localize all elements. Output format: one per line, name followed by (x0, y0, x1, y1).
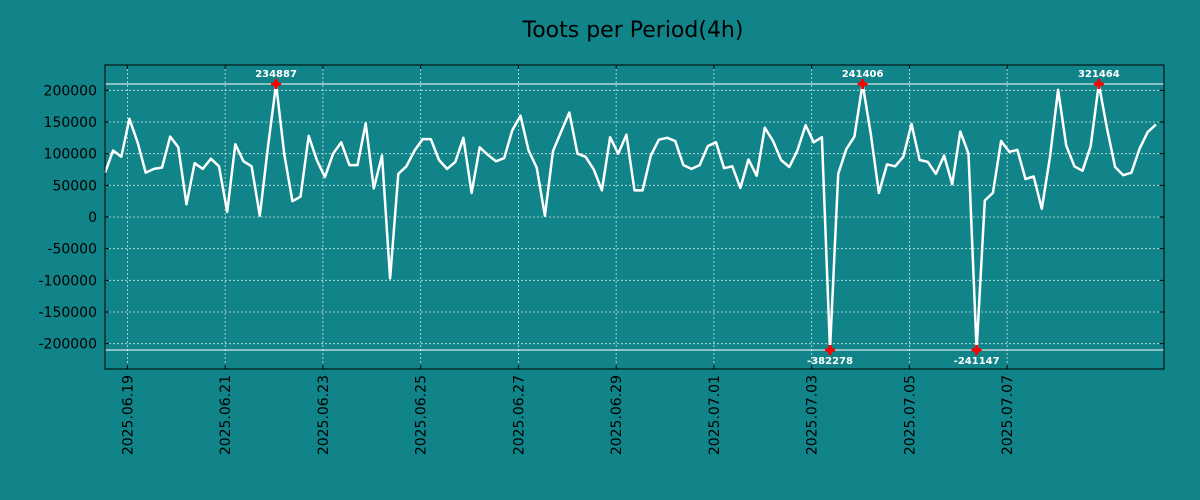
grid-layer (105, 65, 1164, 369)
annotation-label: 234887 (255, 69, 297, 80)
x-tick-label: 2025.07.07 (1000, 375, 1016, 455)
x-tick-label: 2025.06.25 (414, 375, 430, 455)
x-tick-label: 2025.06.19 (120, 375, 136, 455)
x-tick-label: 2025.07.03 (805, 375, 821, 455)
y-axis-ticks: 200000 150000 100000 50000 0 -50000 -100000 -15… (39, 83, 1164, 353)
x-tick-label: 2025.06.21 (218, 375, 234, 455)
annotation-label: 321464 (1078, 69, 1120, 80)
annotation-label: -382278 (807, 356, 853, 367)
y-tick-label: 100000 (44, 147, 97, 163)
annotation-markers: 234887 241406 321464 -382278 -241147 (255, 69, 1120, 367)
series-line-toots (103, 82, 1157, 352)
y-tick-label: -100000 (39, 273, 98, 289)
annotation-marker-dot (973, 347, 980, 353)
y-tick-label: 50000 (52, 178, 97, 194)
x-tick-label: 2025.07.05 (902, 375, 918, 455)
clip-limit-lines (105, 83, 1164, 351)
x-tick-label: 2025.06.27 (511, 375, 527, 455)
annotation-marker-dot (273, 81, 280, 87)
y-tick-label: 150000 (44, 115, 97, 131)
series-layer (103, 82, 1157, 352)
chart-title: Toots per Period(4h) (522, 18, 744, 43)
y-tick-label: -150000 (39, 305, 98, 321)
y-tick-label: -200000 (39, 337, 98, 353)
y-tick-label: 0 (88, 210, 97, 226)
y-tick-label: 200000 (44, 83, 97, 99)
annotation-label: 241406 (842, 69, 884, 80)
annotation-marker-dot (827, 347, 834, 353)
annotation-label: -241147 (954, 356, 1000, 367)
plot-area-frame (104, 64, 1165, 370)
y-tick-label: -50000 (47, 242, 97, 258)
x-tick-label: 2025.06.29 (609, 375, 625, 455)
x-tick-label: 2025.06.23 (316, 375, 332, 455)
x-tick-label: 2025.07.01 (707, 375, 723, 455)
annotation-marker-dot (859, 81, 866, 87)
annotation-marker-dot (1095, 81, 1102, 87)
x-axis-ticks: 2025.06.19 2025.06.21 2025.06.23 2025.06.25… (120, 65, 1016, 455)
